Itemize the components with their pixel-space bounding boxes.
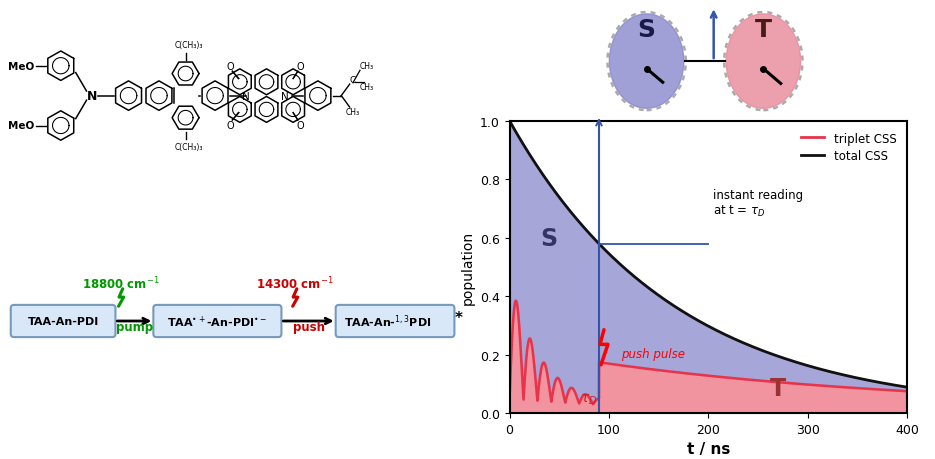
Text: N: N [242,91,251,101]
Text: TAA-An-PDI: TAA-An-PDI [27,316,99,326]
Text: pump: pump [116,320,153,334]
Text: CH₃: CH₃ [346,108,360,117]
Text: O: O [296,62,304,72]
Text: S: S [540,226,558,250]
Y-axis label: population: population [460,230,474,304]
Text: push pulse: push pulse [621,347,684,360]
FancyBboxPatch shape [11,305,116,337]
Text: CH₃: CH₃ [360,83,374,92]
Ellipse shape [610,15,683,109]
Text: 18800 cm$^{-1}$: 18800 cm$^{-1}$ [81,275,159,292]
Text: CH₃: CH₃ [360,62,374,71]
Text: S: S [638,18,655,42]
Text: MeO: MeO [7,121,35,131]
Text: instant reading
at t = $\tau_D$: instant reading at t = $\tau_D$ [713,188,803,218]
Text: 14300 cm$^{-1}$: 14300 cm$^{-1}$ [255,275,334,292]
Ellipse shape [726,15,800,109]
Text: O: O [296,121,304,131]
Text: MeO: MeO [7,62,35,72]
Text: C: C [350,76,356,85]
Text: O: O [226,121,234,131]
Text: C(CH₃)₃: C(CH₃)₃ [175,41,204,50]
Text: TAA$^{•+}$-An-PDI$^{•-}$: TAA$^{•+}$-An-PDI$^{•-}$ [167,313,267,329]
Text: C(CH₃)₃: C(CH₃)₃ [175,142,204,151]
FancyBboxPatch shape [153,305,281,337]
Text: TAA-An-$^{1,3}$PDI: TAA-An-$^{1,3}$PDI [344,313,432,330]
Legend: triplet CSS, total CSS: triplet CSS, total CSS [796,128,901,168]
Text: $\tau_D$: $\tau_D$ [580,392,597,406]
FancyBboxPatch shape [336,305,454,337]
Text: O: O [226,62,234,72]
Text: T: T [770,376,785,400]
Text: push: push [293,320,324,334]
X-axis label: t / ns: t / ns [686,441,730,456]
Text: N: N [281,91,289,101]
Text: *: * [454,310,463,325]
Text: T: T [755,18,772,42]
Text: N: N [87,90,97,103]
